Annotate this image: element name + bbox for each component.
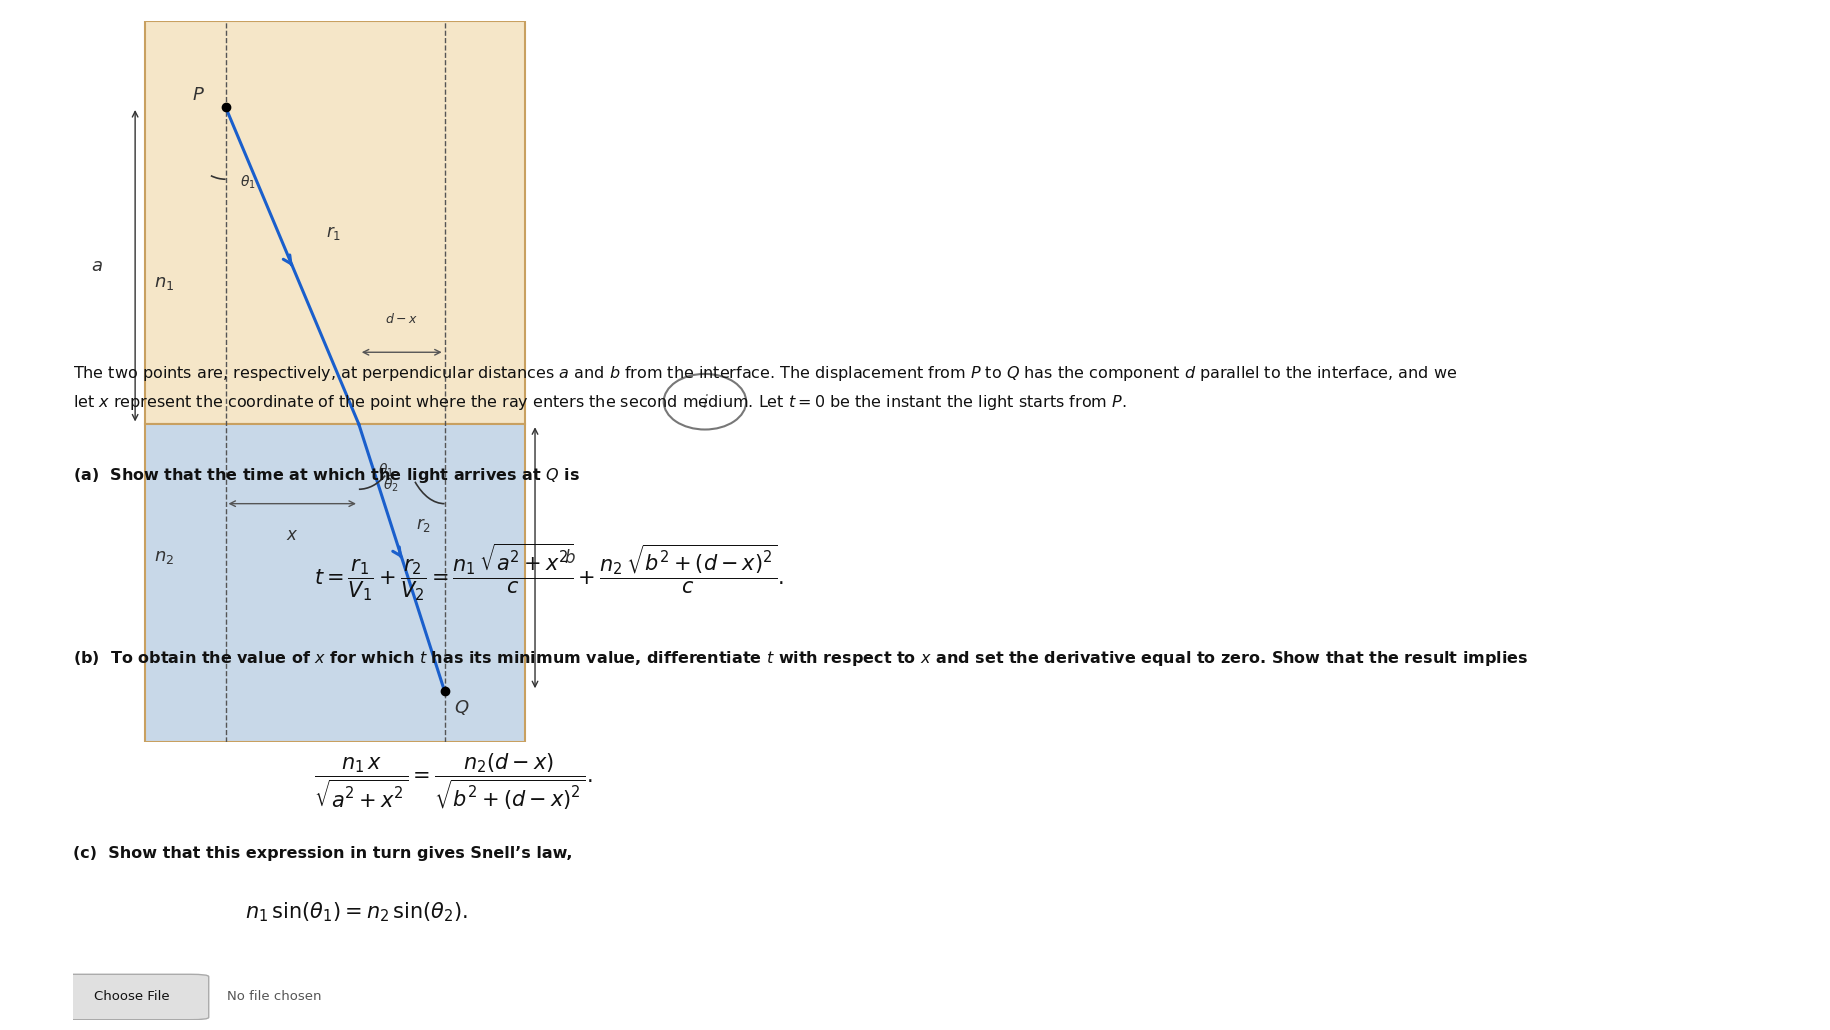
- Text: $r_2$: $r_2$: [415, 516, 430, 534]
- Text: $\dfrac{n_1\,x}{\sqrt{a^2 + x^2}} = \dfrac{n_2(d - x)}{\sqrt{b^2 + (d-x)^2}}.$: $\dfrac{n_1\,x}{\sqrt{a^2 + x^2}} = \dfr…: [315, 751, 593, 811]
- Text: (b)  To obtain the value of $x$ for which $t$ has its minimum value, differentia: (b) To obtain the value of $x$ for which…: [73, 649, 1528, 668]
- FancyBboxPatch shape: [55, 974, 209, 1020]
- Text: No file chosen: No file chosen: [227, 990, 322, 1003]
- Text: $d - x$: $d - x$: [384, 312, 417, 327]
- Text: $\theta_1$: $\theta_1$: [377, 461, 393, 479]
- Bar: [145, 424, 525, 742]
- Text: $a$: $a$: [92, 256, 102, 275]
- Text: $\theta_2$: $\theta_2$: [382, 476, 399, 493]
- Text: $n_2$: $n_2$: [154, 548, 174, 566]
- Text: $t = \dfrac{r_1}{V_1} + \dfrac{r_2}{V_2} = \dfrac{n_1\,\sqrt{a^2 + x^2}}{c} + \d: $t = \dfrac{r_1}{V_1} + \dfrac{r_2}{V_2}…: [315, 541, 783, 603]
- Text: $n_1\,\sin(\theta_1) = n_2\,\sin(\theta_2).$: $n_1\,\sin(\theta_1) = n_2\,\sin(\theta_…: [245, 901, 468, 925]
- Text: The two points are, respectively, at perpendicular distances $a$ and $b$ from th: The two points are, respectively, at per…: [73, 364, 1457, 412]
- Text: $n_1$: $n_1$: [154, 274, 174, 293]
- Bar: [145, 21, 525, 424]
- Text: $\theta_1$: $\theta_1$: [240, 173, 256, 191]
- Text: $x$: $x$: [285, 525, 298, 544]
- Text: Choose File: Choose File: [93, 990, 170, 1003]
- Text: (c)  Show that this expression in turn gives Snell’s law,: (c) Show that this expression in turn gi…: [73, 847, 573, 861]
- Text: $b$: $b$: [564, 549, 575, 566]
- Text: (a)  Show that the time at which the light arrives at $Q$ is: (a) Show that the time at which the ligh…: [73, 466, 580, 485]
- Text: $r_1$: $r_1$: [326, 224, 340, 242]
- Text: $Q$: $Q$: [454, 697, 468, 717]
- Text: $P$: $P$: [192, 85, 205, 104]
- Text: i: i: [703, 393, 706, 412]
